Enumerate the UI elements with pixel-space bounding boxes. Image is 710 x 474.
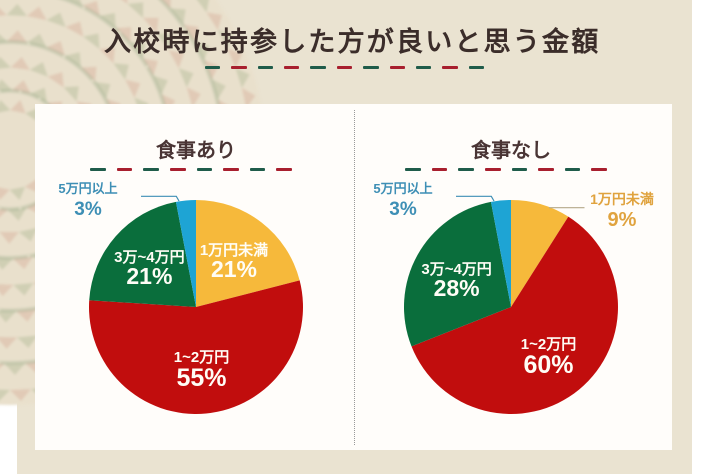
svg-text:3%: 3% <box>74 199 102 220</box>
svg-text:55%: 55% <box>176 364 226 392</box>
svg-text:60%: 60% <box>523 351 573 379</box>
svg-text:9%: 9% <box>608 209 637 231</box>
svg-text:3%: 3% <box>389 199 417 220</box>
svg-text:28%: 28% <box>434 275 480 301</box>
svg-text:5万円以上: 5万円以上 <box>373 181 432 196</box>
svg-text:21%: 21% <box>211 256 257 282</box>
svg-text:1万円未満: 1万円未満 <box>590 191 654 207</box>
svg-text:21%: 21% <box>126 263 172 289</box>
svg-text:5万円以上: 5万円以上 <box>58 181 117 196</box>
